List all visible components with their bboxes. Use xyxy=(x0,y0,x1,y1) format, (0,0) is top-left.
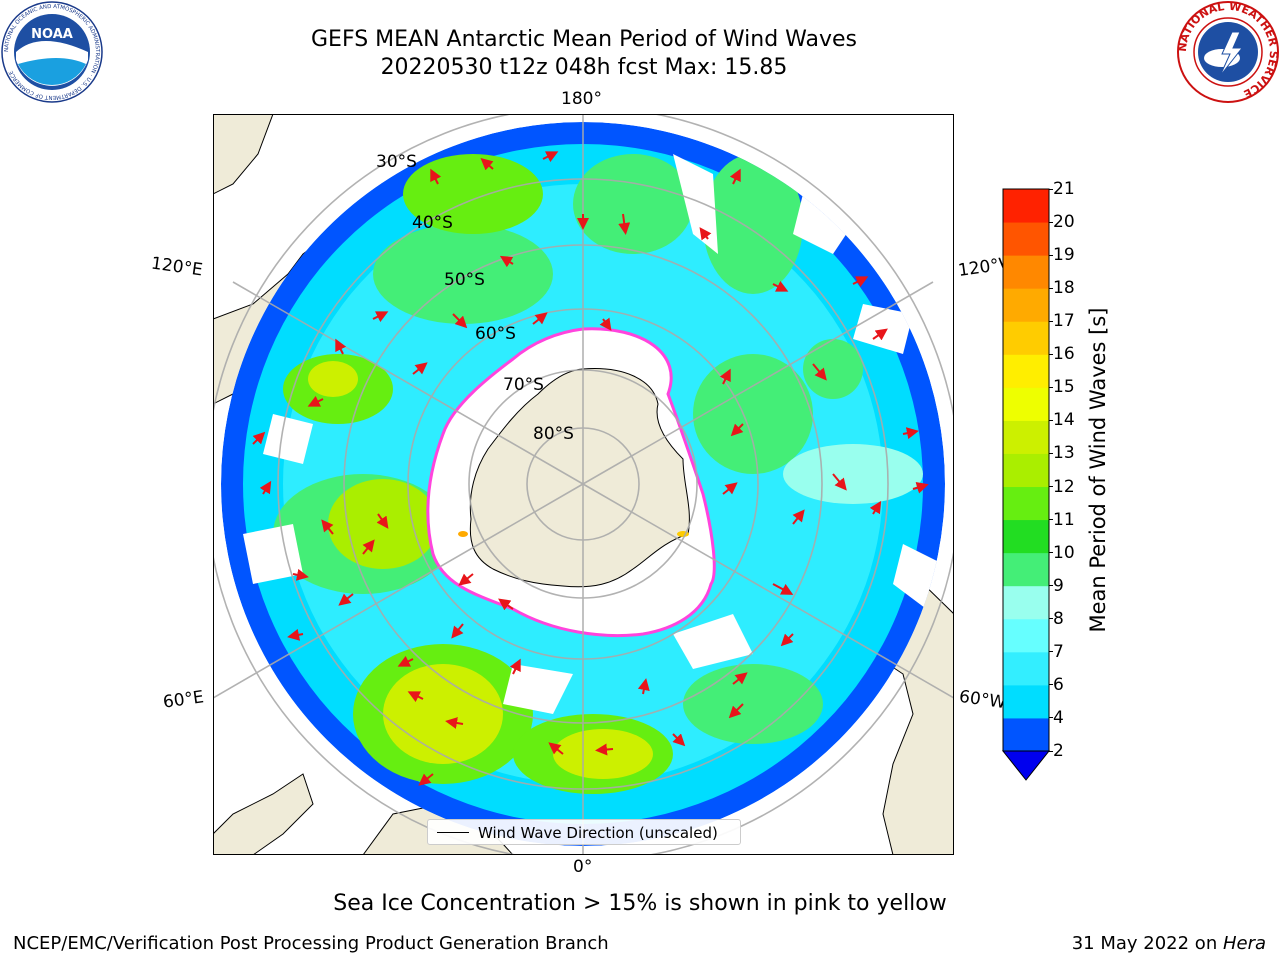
colorbar-under-triangle xyxy=(1001,750,1051,781)
colorbar-tick-mark xyxy=(1049,684,1053,686)
colorbar-tick-label: 14 xyxy=(1053,410,1075,431)
credit-branch: NCEP/EMC/Verification Post Processing Pr… xyxy=(13,933,609,954)
colorbar-band xyxy=(1003,486,1049,521)
colorbar-tick-label: 4 xyxy=(1053,707,1064,728)
colorbar-band xyxy=(1003,684,1049,719)
lat-label-40s: 40°S xyxy=(412,213,453,233)
colorbar-tick-label: 16 xyxy=(1053,344,1075,365)
colorbar-band xyxy=(1003,519,1049,554)
colorbar-tick-label: 17 xyxy=(1053,311,1075,332)
polar-map xyxy=(213,114,954,855)
lat-label-50s: 50°S xyxy=(444,270,485,290)
wave-direction-arrows xyxy=(252,151,929,786)
colorbar xyxy=(1001,188,1051,781)
lon-label-120e: 120°E xyxy=(149,253,204,281)
map-subtitle: 20220530 t12z 048h fcst Max: 15.85 xyxy=(380,55,788,80)
colorbar-tick-mark xyxy=(1049,585,1053,587)
colorbar-band xyxy=(1003,255,1049,289)
antarctica-land xyxy=(469,368,690,588)
lon-label-0: 0° xyxy=(573,857,593,877)
colorbar-tick-mark xyxy=(1049,221,1053,223)
colorbar-tick-label: 19 xyxy=(1053,245,1075,266)
lat-label-30s: 30°S xyxy=(376,152,417,172)
colorbar-tick-mark xyxy=(1049,254,1053,256)
colorbar-tick-mark xyxy=(1049,717,1053,719)
colorbar-tick-label: 2 xyxy=(1053,741,1064,761)
colorbar-tick-mark xyxy=(1049,320,1053,322)
colorbar-tick-label: 18 xyxy=(1053,278,1075,299)
map-legend: Wind Wave Direction (unscaled) xyxy=(427,819,741,845)
colorbar-tick-mark xyxy=(1049,188,1053,190)
legend-line-swatch xyxy=(437,832,469,833)
noaa-logo: NOAA NATIONAL OCEANIC AND ATMOSPHERIC AD… xyxy=(1,1,103,103)
colorbar-band xyxy=(1003,585,1049,620)
colorbar-label: Mean Period of Wind Waves [s] xyxy=(1086,307,1110,633)
colorbar-tick-mark xyxy=(1049,486,1053,488)
colorbar-band xyxy=(1003,618,1049,653)
lon-label-180: 180° xyxy=(561,89,602,109)
colorbar-band xyxy=(1003,453,1049,488)
colorbar-tick-label: 20 xyxy=(1053,212,1075,233)
colorbar-tick-label: 8 xyxy=(1053,608,1064,629)
colorbar-tick-label: 13 xyxy=(1053,443,1075,464)
colorbar-tick-mark xyxy=(1049,419,1053,421)
colorbar-tick-mark xyxy=(1049,452,1053,454)
colorbar-tick-label: 12 xyxy=(1053,476,1075,497)
colorbar-band xyxy=(1003,651,1049,686)
colorbar-tick-mark xyxy=(1049,386,1053,388)
colorbar-band xyxy=(1003,222,1049,256)
colorbar-tick-label: 21 xyxy=(1053,179,1075,199)
colorbar-tick-mark xyxy=(1049,651,1053,653)
map-title: GEFS MEAN Antarctic Mean Period of Wind … xyxy=(311,27,857,52)
colorbar-tick-mark xyxy=(1049,750,1053,752)
colorbar-band xyxy=(1003,387,1049,421)
colorbar-band xyxy=(1003,552,1049,587)
colorbar-tick-mark xyxy=(1049,287,1053,289)
lat-label-60s: 60°S xyxy=(475,324,516,344)
colorbar-tick-label: 6 xyxy=(1053,674,1064,695)
lat-label-70s: 70°S xyxy=(503,375,544,395)
colorbar-band xyxy=(1003,189,1049,223)
colorbar-frame xyxy=(1002,188,1050,752)
graticule xyxy=(213,114,954,855)
colorbar-band xyxy=(1003,288,1049,322)
credit-date: 31 May 2022 on Hera xyxy=(1072,933,1266,954)
colorbar-tick-label: 11 xyxy=(1053,509,1075,530)
colorbar-tick-mark xyxy=(1049,353,1053,355)
lon-label-60e: 60°E xyxy=(161,687,206,713)
credit-host: Hera xyxy=(1222,933,1266,954)
sea-ice-note: Sea Ice Concentration > 15% is shown in … xyxy=(333,891,947,916)
colorbar-tick-label: 15 xyxy=(1053,377,1075,398)
colorbar-band xyxy=(1003,420,1049,454)
colorbar-band xyxy=(1003,321,1049,355)
lat-label-80s: 80°S xyxy=(533,424,574,444)
colorbar-band xyxy=(1003,717,1049,752)
colorbar-tick-mark xyxy=(1049,618,1053,620)
colorbar-tick-label: 10 xyxy=(1053,542,1075,563)
colorbar-tick-mark xyxy=(1049,552,1053,554)
colorbar-band xyxy=(1003,354,1049,388)
nws-logo: NATIONAL WEATHER SERVICE xyxy=(1176,0,1280,103)
legend-label: Wind Wave Direction (unscaled) xyxy=(478,824,718,842)
colorbar-tick-label: 9 xyxy=(1053,575,1064,596)
colorbar-tick-mark xyxy=(1049,519,1053,521)
colorbar-tick-label: 7 xyxy=(1053,641,1064,662)
credit-date-text: 31 May 2022 on xyxy=(1071,933,1223,954)
noaa-logo-text: NOAA xyxy=(31,27,73,42)
